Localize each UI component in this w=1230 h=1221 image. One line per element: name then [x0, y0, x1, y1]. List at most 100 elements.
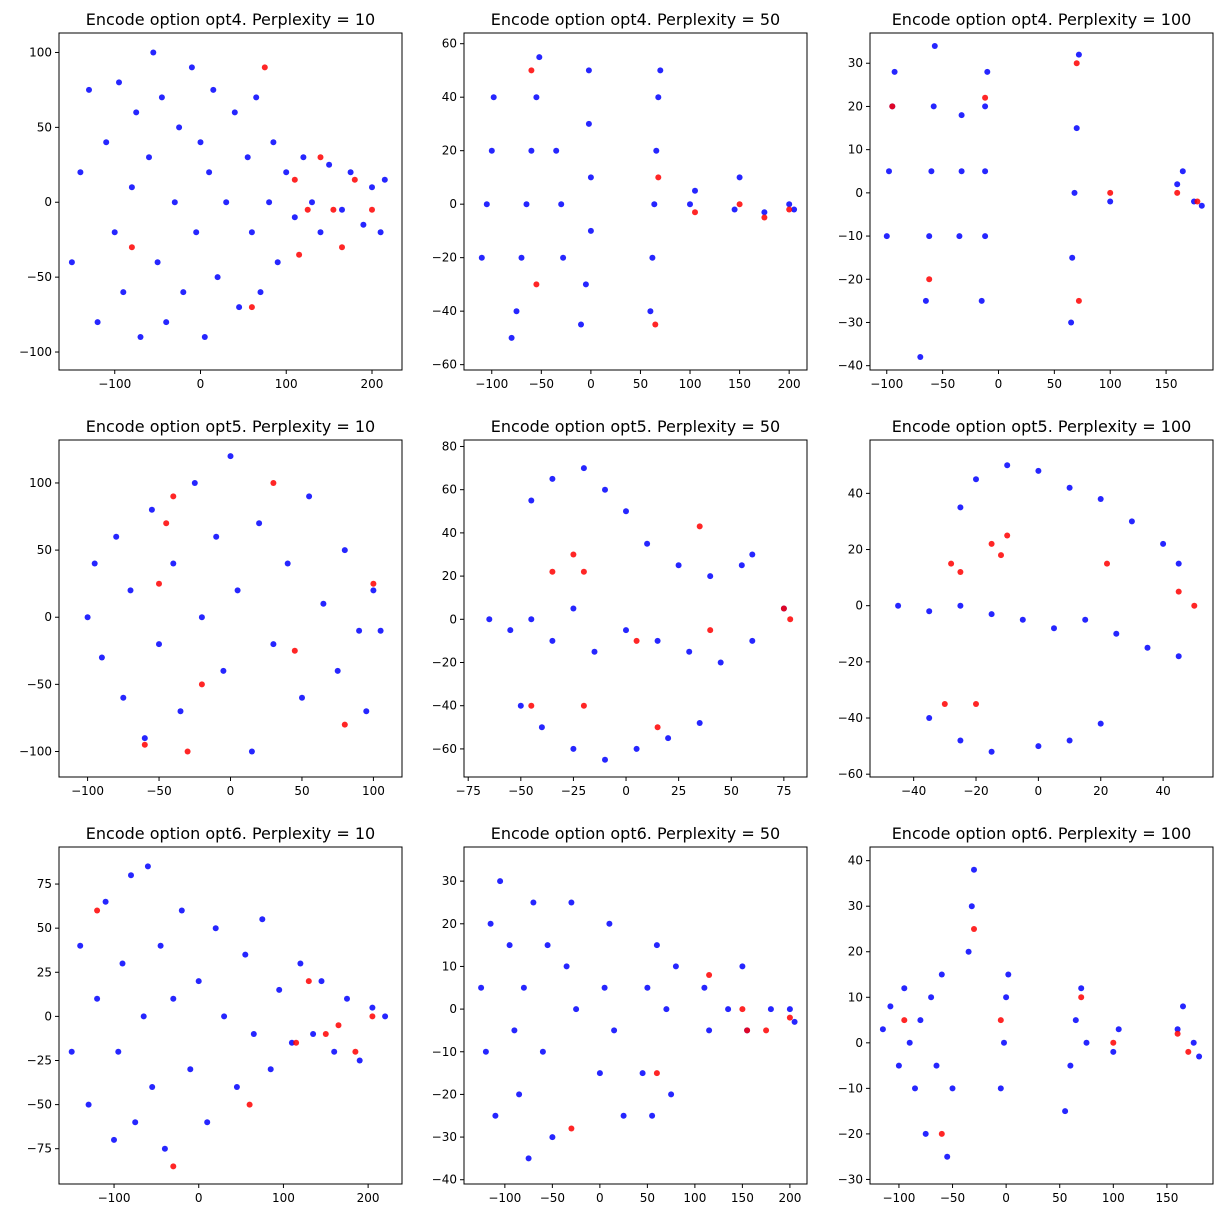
- x-tick-label: −50: [529, 377, 554, 391]
- y-tick-label: −50: [27, 270, 52, 284]
- data-point: [791, 206, 798, 213]
- data-point: [128, 872, 134, 879]
- y-tick-label: −30: [838, 315, 863, 329]
- data-point: [997, 1017, 1004, 1024]
- data-point: [596, 1070, 603, 1077]
- data-point: [644, 984, 651, 991]
- data-point: [102, 898, 109, 905]
- data-point: [706, 1027, 713, 1034]
- data-point: [957, 504, 964, 511]
- data-point: [334, 667, 341, 674]
- data-point: [1174, 1026, 1181, 1033]
- chart-title: Encode option opt4. Perplexity = 10: [86, 10, 375, 29]
- data-point: [257, 289, 264, 296]
- x-tick-label: −50: [146, 784, 171, 798]
- x-tick-label: −100: [870, 377, 903, 391]
- data-point: [653, 942, 660, 949]
- x-tick-label: 0: [1035, 784, 1043, 798]
- data-point: [1068, 319, 1075, 326]
- data-point: [949, 1085, 956, 1092]
- data-point: [310, 1031, 317, 1037]
- data-point: [170, 560, 177, 567]
- data-point: [236, 304, 243, 311]
- points-group: [879, 866, 1203, 1160]
- y-tick-label: −10: [838, 229, 863, 243]
- data-point: [317, 229, 324, 236]
- y-tick-label: −40: [432, 304, 457, 318]
- data-point: [369, 1013, 376, 1020]
- data-point: [707, 627, 714, 634]
- data-point: [507, 627, 514, 634]
- data-point: [300, 154, 307, 161]
- data-point: [958, 112, 965, 119]
- data-point: [623, 627, 629, 634]
- chart-title: Encode option opt5. Perplexity = 100: [892, 417, 1192, 436]
- data-point: [299, 694, 305, 701]
- data-point: [513, 308, 520, 315]
- data-point: [154, 259, 161, 266]
- data-point: [558, 201, 565, 208]
- data-point: [668, 1091, 675, 1098]
- data-point: [146, 154, 152, 161]
- data-point: [957, 737, 964, 744]
- data-point: [738, 562, 745, 569]
- data-point: [930, 103, 937, 110]
- y-tick-label: −10: [838, 1081, 863, 1095]
- data-point: [187, 1066, 194, 1073]
- data-point: [293, 1039, 300, 1046]
- data-point: [1115, 1026, 1122, 1033]
- data-point: [1083, 1039, 1090, 1046]
- data-point: [1107, 198, 1114, 205]
- data-point: [377, 229, 384, 236]
- data-point: [889, 103, 896, 110]
- data-point: [570, 551, 577, 558]
- y-tick-label: −40: [838, 359, 863, 373]
- data-point: [917, 1017, 924, 1024]
- x-tick-label: 100: [275, 377, 298, 391]
- axes-frame: [58, 846, 403, 1185]
- data-point: [144, 863, 151, 870]
- x-tick-label: 50: [1047, 377, 1062, 391]
- data-point: [1191, 602, 1198, 609]
- data-point: [77, 942, 84, 949]
- y-tick-label: −25: [27, 1053, 52, 1067]
- data-point: [520, 984, 527, 991]
- data-point: [85, 1101, 92, 1108]
- x-tick-label: 100: [683, 1191, 706, 1205]
- x-tick-label: 150: [731, 1191, 754, 1205]
- y-tick-label: −30: [432, 1130, 457, 1144]
- data-point: [912, 1085, 918, 1092]
- data-point: [696, 523, 703, 530]
- data-point: [330, 206, 337, 213]
- y-tick-label: 0: [855, 1036, 863, 1050]
- data-point: [895, 1062, 902, 1069]
- chart-title: Encode option opt5. Perplexity = 50: [491, 417, 780, 436]
- data-point: [276, 986, 283, 993]
- data-point: [525, 1155, 532, 1162]
- data-point: [335, 1022, 342, 1029]
- data-point: [377, 627, 384, 634]
- data-point: [356, 1057, 363, 1064]
- scatter-panel: Encode option opt5. Perplexity = 50 −75 −5…: [432, 417, 808, 798]
- data-point: [212, 925, 219, 932]
- data-point: [652, 321, 659, 328]
- data-point: [363, 708, 370, 715]
- y-tick-label: 75: [37, 877, 52, 891]
- data-point: [971, 926, 977, 932]
- points-group: [883, 43, 1205, 360]
- points-group: [68, 49, 388, 340]
- x-tick-label: −50: [508, 784, 533, 798]
- y-tick-label: −40: [838, 711, 863, 725]
- data-point: [549, 637, 556, 644]
- y-tick-label: −50: [27, 677, 52, 691]
- y-tick-label: −40: [432, 1173, 457, 1187]
- data-point: [1104, 560, 1110, 567]
- x-tick-label: 25: [671, 784, 686, 798]
- data-point: [928, 168, 935, 175]
- data-point: [739, 963, 746, 970]
- data-point: [1175, 588, 1182, 595]
- chart-title: Encode option opt4. Perplexity = 100: [892, 10, 1192, 29]
- scatter-panel: Encode option opt4. Perplexity = 50 −100 −…: [432, 10, 808, 391]
- x-tick-label: 150: [1155, 1191, 1178, 1205]
- x-tick-label: 100: [1102, 1191, 1125, 1205]
